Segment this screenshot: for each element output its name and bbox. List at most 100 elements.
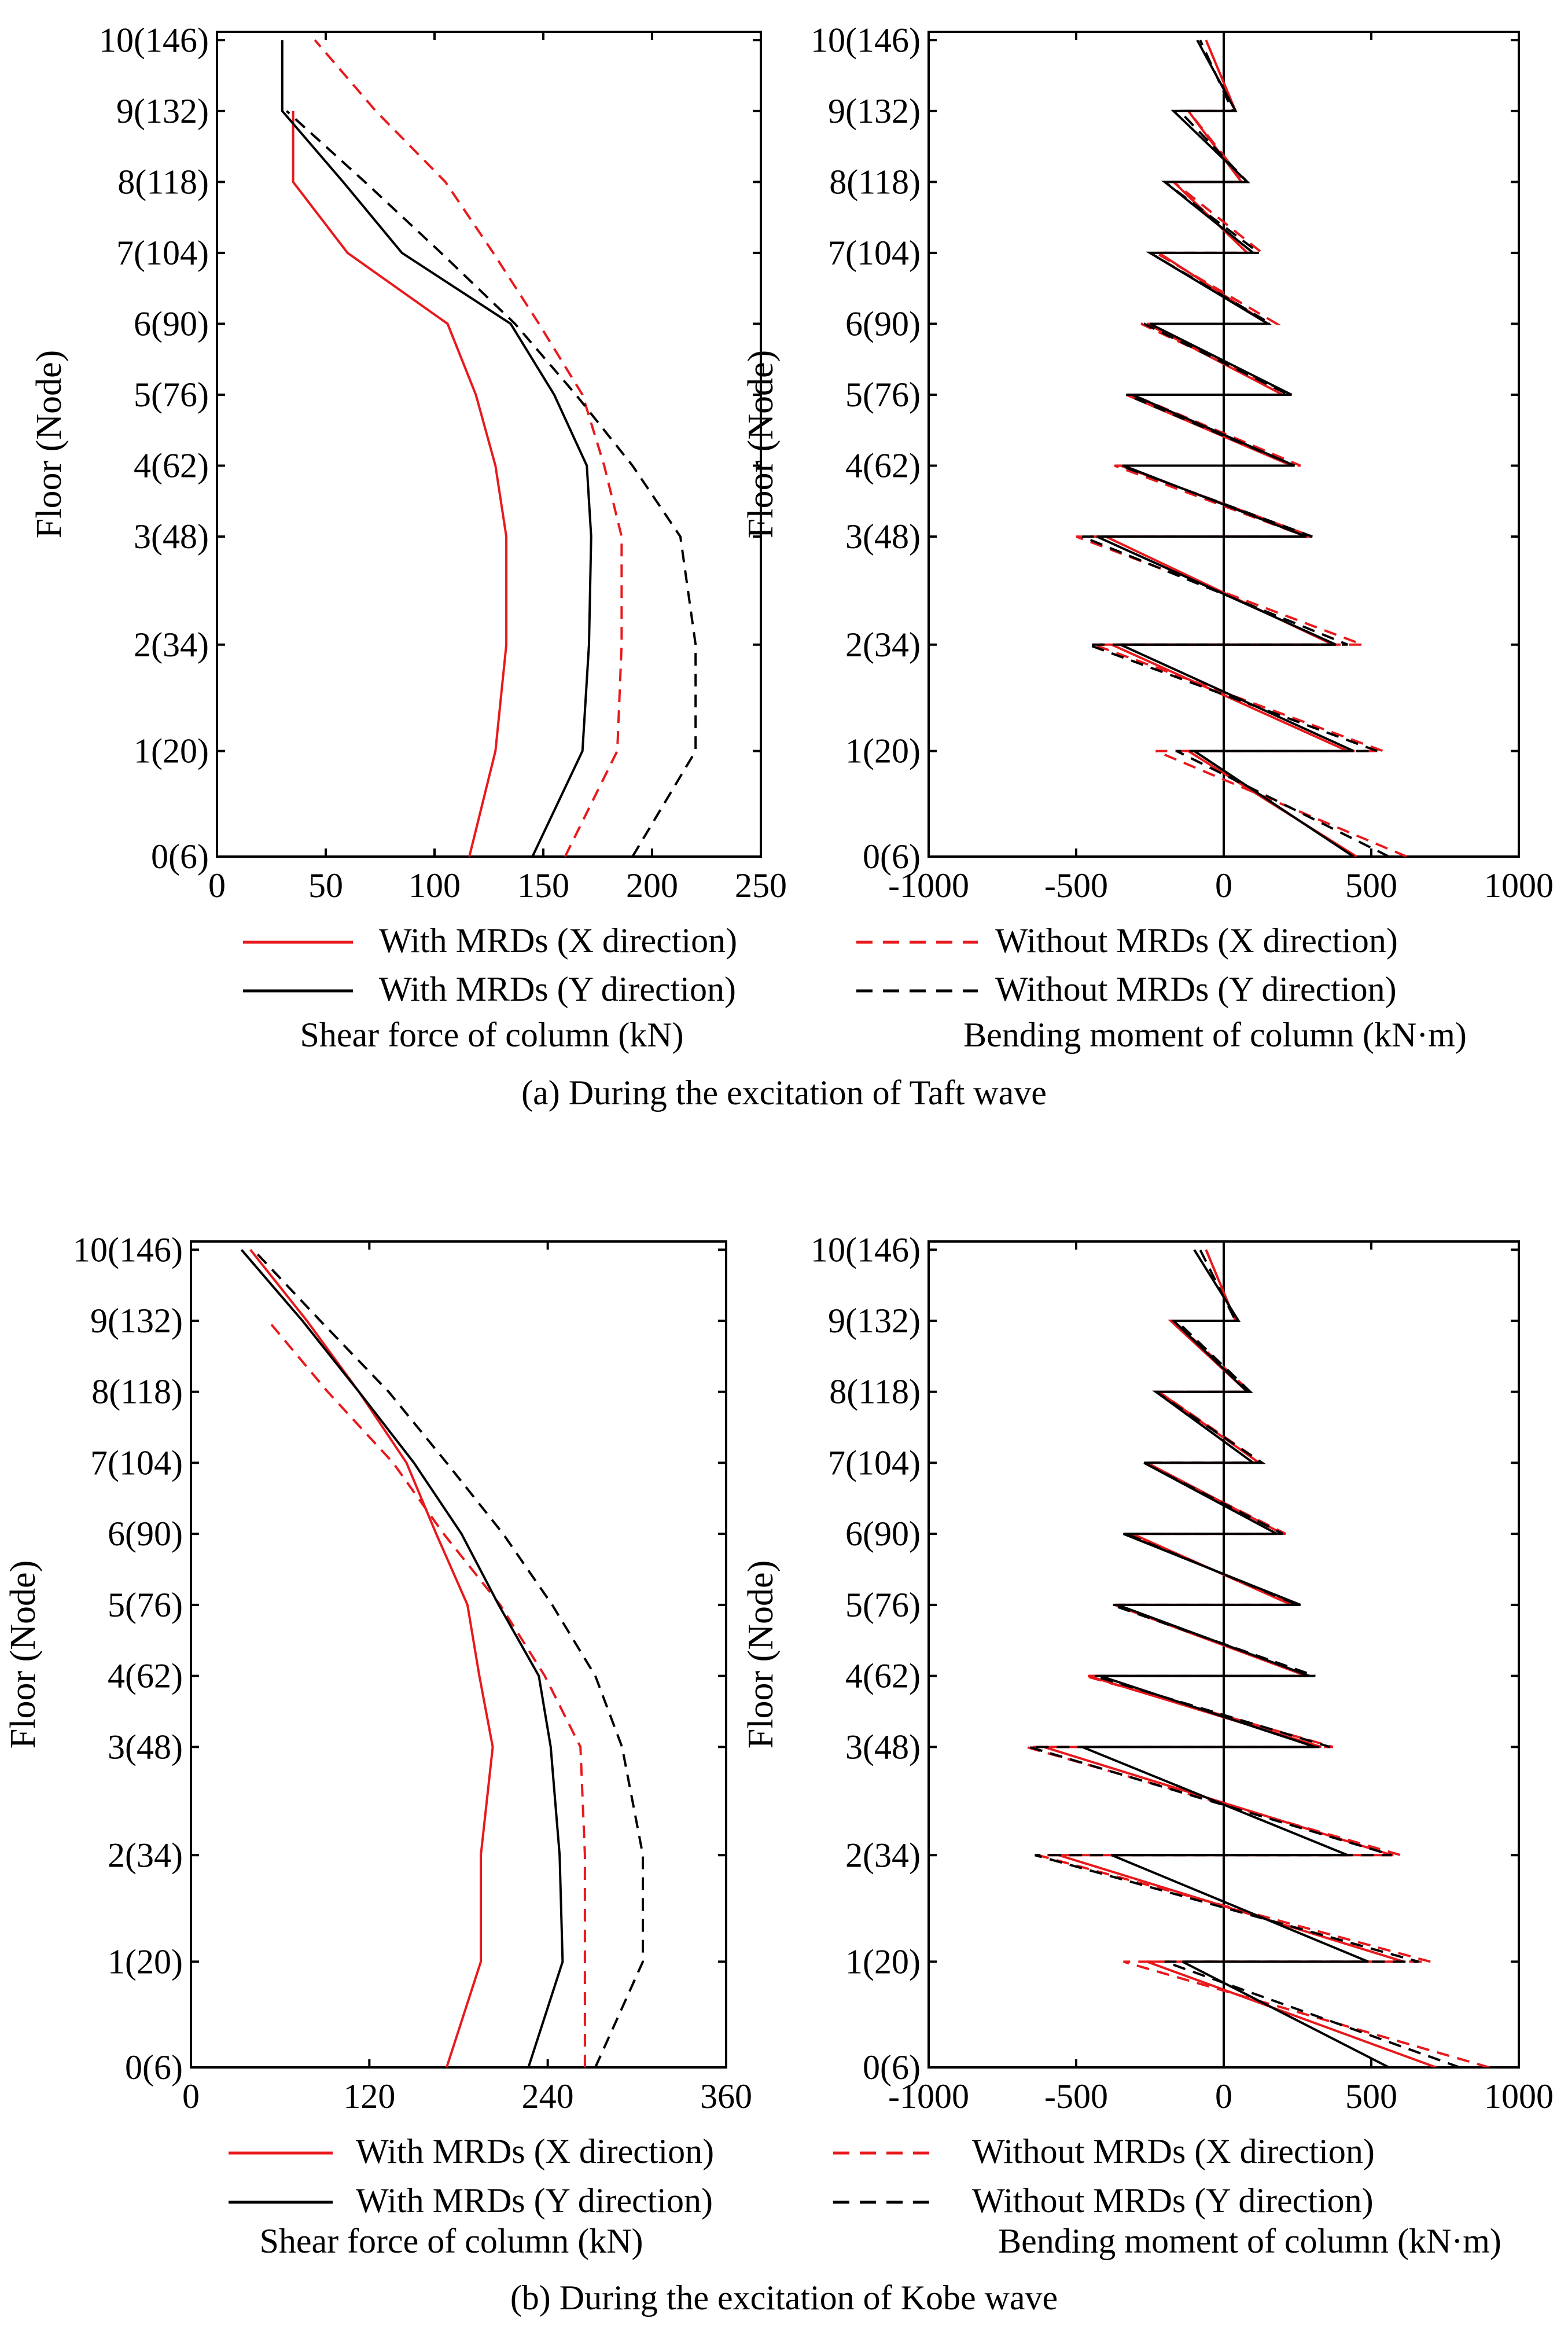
- series-line-3: [285, 110, 697, 857]
- y-tick-label: 6(90): [845, 304, 921, 343]
- x-tick-label: 360: [700, 2077, 752, 2115]
- x-tick-label: 240: [522, 2077, 574, 2115]
- y-tick-label: 10(146): [99, 21, 209, 59]
- y-tick-label: 9(132): [90, 1302, 183, 1340]
- xlabel-a-shear: Shear force of column (kN): [300, 1016, 683, 1054]
- y-tick-label: 8(118): [829, 163, 921, 201]
- y-tick-label: 9(132): [828, 92, 921, 130]
- chart-b-moment: 0(6) 1(20) 2(34) 3(48) 4(62) 5(76) 6(90) 7(104)…: [741, 1230, 1554, 2115]
- y-tick-label: 2(34): [845, 626, 921, 664]
- series-line-0: [249, 1249, 494, 2067]
- series-line-3: [1028, 1249, 1460, 2067]
- x-tick-label: 120: [343, 2077, 395, 2115]
- x-tick-label: 50: [308, 866, 343, 905]
- y-tick-label: 4(62): [845, 1657, 921, 1695]
- y-tick-label: 2(34): [134, 626, 209, 664]
- y-tick-label: 10(146): [811, 1230, 921, 1269]
- x-tick-label: -1000: [888, 866, 969, 905]
- legend-a-x-with-label: With MRDs (X direction): [379, 921, 737, 960]
- y-axis-label: Floor (Node): [741, 350, 781, 538]
- x-tick-label: 0: [208, 866, 226, 905]
- y-tick-label: 7(104): [828, 1443, 921, 1482]
- y-tick-label: 1(20): [845, 1942, 921, 1981]
- series-line-0: [292, 111, 508, 857]
- series-line-2: [240, 1248, 564, 2067]
- x-tick-label: 1000: [1484, 866, 1554, 905]
- axes-box: [216, 31, 762, 858]
- y-axis-label: Floor (Node): [30, 350, 69, 538]
- y-tick-label: 5(76): [845, 376, 921, 414]
- y-tick-label: 1(20): [134, 732, 209, 770]
- y-tick-label: 3(48): [108, 1728, 183, 1766]
- y-tick-label: 1(20): [108, 1942, 183, 1981]
- y-tick-label: 1(20): [845, 732, 921, 770]
- x-tick-label: -500: [1044, 866, 1108, 905]
- xlabel-b-shear: Shear force of column (kN): [259, 2222, 643, 2260]
- caption-b: (b) During the excitation of Kobe wave: [510, 2279, 1058, 2317]
- y-tick-label: 3(48): [845, 1728, 921, 1766]
- y-tick-label: 6(90): [845, 1515, 921, 1553]
- legend-a-x-without-label: Without MRDs (X direction): [995, 921, 1398, 960]
- y-tick-label: 9(132): [828, 1302, 921, 1340]
- series-line-3: [252, 1248, 645, 2067]
- chart-a-moment: 0(6) 1(20) 2(34) 3(48) 4(62) 5(76) 6(90) 7(104)…: [741, 21, 1554, 905]
- legend-a-y-without-label: Without MRDs (Y direction): [995, 970, 1397, 1008]
- y-tick-label: 3(48): [845, 517, 921, 556]
- series-line-1: [314, 39, 623, 857]
- x-tick-label: 0: [1215, 2077, 1232, 2115]
- chart-b-shear: 0(6) 1(20) 2(34) 3(48) 4(62) 5(76) 6(90) 7(104)…: [3, 1230, 752, 2115]
- x-tick-label: 500: [1345, 866, 1397, 905]
- series-line-2: [281, 40, 592, 857]
- y-tick-label: 9(132): [116, 92, 209, 130]
- x-tick-label: 0: [1215, 866, 1232, 905]
- series-line-3: [1081, 39, 1390, 857]
- xlabel-a-moment: Bending moment of column (kN·m): [963, 1016, 1467, 1054]
- caption-a: (a) During the excitation of Taft wave: [521, 1074, 1047, 1112]
- y-tick-label: 7(104): [116, 234, 209, 272]
- x-tick-label: 150: [517, 866, 569, 905]
- legend-a: With MRDs (X direction) Without MRDs (X …: [243, 921, 1398, 1008]
- x-tick-label: 1000: [1484, 2077, 1554, 2115]
- y-tick-label: 10(146): [73, 1230, 183, 1269]
- x-tick-label: -500: [1044, 2077, 1108, 2115]
- y-tick-label: 4(62): [845, 447, 921, 485]
- y-tick-label: 7(104): [828, 234, 921, 272]
- legend-a-y-with-label: With MRDs (Y direction): [379, 970, 736, 1008]
- y-tick-label: 5(76): [108, 1586, 183, 1624]
- xlabel-b-moment: Bending moment of column (kN·m): [998, 2222, 1501, 2260]
- legend-b-y-without-label: Without MRDs (Y direction): [972, 2181, 1374, 2220]
- y-tick-label: 5(76): [134, 376, 209, 414]
- legend-b: With MRDs (X direction) Without MRDs (X …: [229, 2132, 1375, 2220]
- y-tick-label: 10(146): [811, 21, 921, 59]
- y-axis-label: Floor (Node): [3, 1560, 43, 1748]
- y-tick-label: 5(76): [845, 1586, 921, 1624]
- y-tick-label: 4(62): [134, 447, 209, 485]
- x-tick-label: 200: [626, 866, 678, 905]
- x-tick-label: 0: [182, 2077, 200, 2115]
- y-tick-label: 0(6): [863, 2048, 921, 2086]
- y-tick-label: 3(48): [134, 517, 209, 556]
- x-tick-label: 100: [408, 866, 461, 905]
- legend-b-y-with-label: With MRDs (Y direction): [356, 2181, 713, 2220]
- y-tick-label: 2(34): [845, 1836, 921, 1874]
- x-tick-label: 500: [1345, 2077, 1397, 2115]
- y-tick-label: 6(90): [108, 1515, 183, 1553]
- legend-b-x-with-label: With MRDs (X direction): [356, 2132, 714, 2170]
- x-tick-label: -1000: [888, 2077, 969, 2115]
- series-line-1: [267, 1320, 586, 2067]
- axes-box: [190, 1240, 727, 2069]
- y-tick-label: 2(34): [108, 1836, 183, 1874]
- y-tick-label: 8(118): [829, 1373, 921, 1411]
- y-tick-label: 0(6): [125, 2048, 183, 2086]
- legend-b-x-without-label: Without MRDs (X direction): [972, 2132, 1375, 2170]
- y-tick-label: 8(118): [117, 163, 209, 201]
- y-tick-label: 6(90): [134, 304, 209, 343]
- y-tick-label: 0(6): [863, 837, 921, 876]
- x-tick-label: 250: [735, 866, 787, 905]
- y-tick-label: 7(104): [90, 1443, 183, 1482]
- y-axis-label: Floor (Node): [741, 1560, 781, 1748]
- y-tick-label: 0(6): [151, 837, 209, 876]
- chart-a-shear: 0(6) 1(20) 2(34) 3(48) 4(62) 5(76) 6(90) 7(104)…: [30, 21, 787, 905]
- y-tick-label: 8(118): [91, 1373, 183, 1411]
